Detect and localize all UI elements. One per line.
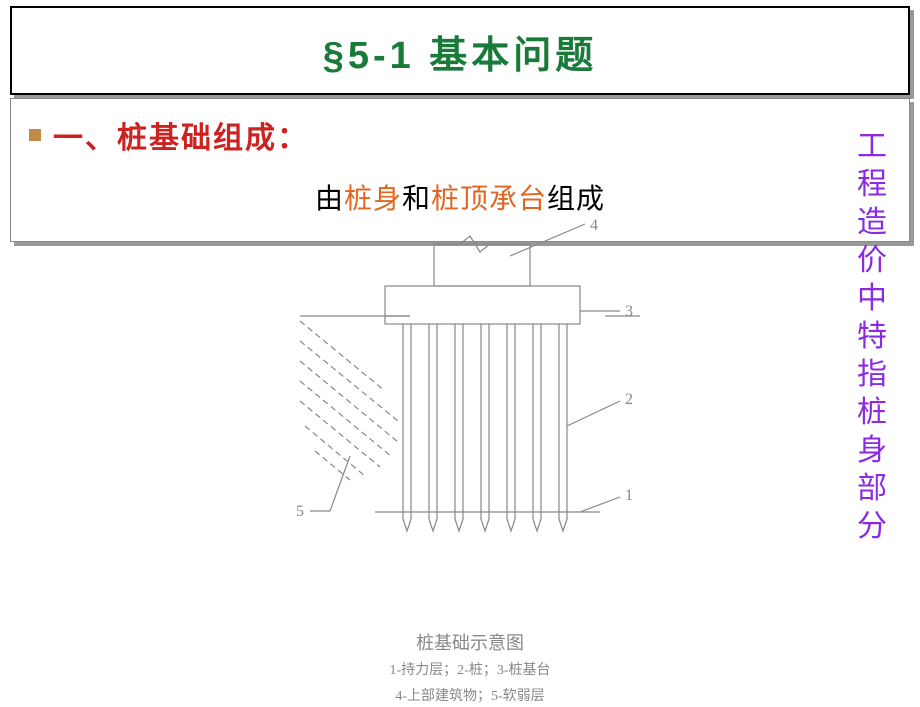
vertical-annotation: 工程造价中特指桩身部分 — [856, 128, 888, 546]
heading-row: 一、桩基础组成： — [29, 113, 891, 157]
diagram-svg: 4 3 5 — [280, 216, 660, 616]
pile-foundation-diagram: 4 3 5 — [280, 216, 660, 707]
label-5: 5 — [296, 503, 304, 520]
label-2: 2 — [625, 391, 633, 408]
compose-prefix: 由 — [315, 183, 344, 214]
compose-suffix: 组成 — [547, 183, 605, 214]
label-3: 3 — [625, 303, 633, 320]
compose-term2: 桩顶承台 — [431, 183, 547, 214]
compose-mid: 和 — [402, 183, 431, 214]
diagram-legend2: 4-上部建筑物；5-软弱层 — [280, 687, 660, 707]
diagram-legend1: 1-持力层；2-桩；3-桩基台 — [280, 661, 660, 681]
page-title: §5-1 基本问题 — [323, 35, 598, 77]
label-4: 4 — [590, 217, 598, 234]
diagram-caption: 桩基础示意图 — [280, 629, 660, 655]
section-heading: 一、桩基础组成： — [53, 113, 309, 157]
label-1: 1 — [625, 487, 633, 504]
compose-term1: 桩身 — [344, 183, 402, 214]
title-box: §5-1 基本问题 — [10, 6, 910, 95]
compose-line: 由桩身和桩顶承台组成 — [29, 177, 891, 217]
piles-group — [403, 324, 567, 531]
bullet-icon — [29, 129, 41, 141]
